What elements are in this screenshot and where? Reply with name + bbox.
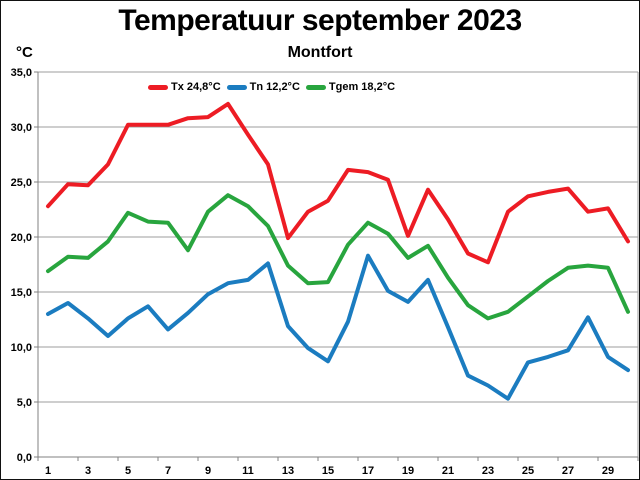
y-tick-label: 10,0	[11, 342, 32, 354]
legend-item-tn: Tn 12,2°C	[226, 81, 300, 93]
x-tick-label: 13	[282, 465, 294, 477]
y-axis-labels: 35,0 30,0 25,0 20,0 15,0 10,0 5,0 0,0	[11, 67, 32, 464]
y-tick-label: 30,0	[11, 122, 32, 134]
x-tick-label: 23	[482, 465, 494, 477]
x-tick-label: 17	[362, 465, 374, 477]
x-axis-labels: 1 3 5 7 9 11 13 15 17 19 21 23 25 27 29	[45, 465, 614, 477]
y-tick-label: 15,0	[11, 287, 32, 299]
x-tick-label: 21	[442, 465, 454, 477]
chart-legend: Tx 24,8°C Tn 12,2°C Tgem 18,2°C	[148, 80, 395, 94]
tn-line	[46, 253, 630, 401]
legend-item-tgem: Tgem 18,2°C	[305, 81, 396, 93]
series-lines	[46, 101, 630, 401]
y-axis-unit-label: °C	[16, 44, 33, 61]
legend-label-tn: Tn 12,2°C	[249, 81, 300, 93]
y-tick-label: 35,0	[11, 67, 32, 79]
legend-label-tgem: Tgem 18,2°C	[328, 81, 396, 93]
x-tick-label: 27	[562, 465, 574, 477]
y-tick-label: 20,0	[11, 232, 32, 244]
legend-label-tx: Tx 24,8°C	[171, 81, 221, 93]
axis-ticks	[34, 71, 639, 461]
x-tick-label: 19	[402, 465, 414, 477]
x-tick-label: 3	[85, 465, 91, 477]
tx-line-swatch-icon	[148, 84, 168, 90]
x-tick-label: 29	[602, 465, 614, 477]
x-tick-label: 9	[205, 465, 211, 477]
y-tick-label: 0,0	[17, 452, 32, 464]
tgem-line	[46, 193, 630, 321]
x-tick-label: 1	[45, 465, 51, 477]
tgem-line-swatch-icon	[305, 84, 326, 90]
x-tick-label: 7	[165, 465, 171, 477]
x-tick-label: 5	[125, 465, 131, 477]
chart-title: Temperatuur september 2023	[118, 4, 522, 37]
legend-item-tx: Tx 24,8°C	[148, 81, 221, 93]
x-tick-label: 11	[242, 465, 254, 477]
axes	[37, 72, 638, 458]
tx-line	[46, 101, 630, 265]
y-tick-label: 5,0	[17, 397, 32, 409]
chart-subtitle: Montfort	[287, 44, 353, 61]
tn-line-swatch-icon	[226, 84, 247, 90]
y-tick-label: 25,0	[11, 177, 32, 189]
x-tick-label: 25	[522, 465, 534, 477]
x-tick-label: 15	[322, 465, 334, 477]
